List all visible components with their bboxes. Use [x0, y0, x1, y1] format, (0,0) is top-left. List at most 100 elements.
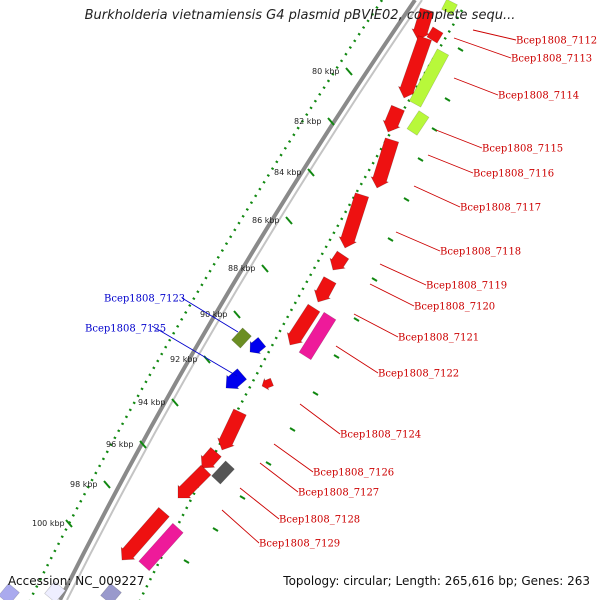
- gene-leader-line: [221, 509, 260, 544]
- gene-arrow-forward[interactable]: [329, 250, 350, 271]
- gene-block-magenta[interactable]: [298, 311, 337, 361]
- gene-arrow-small[interactable]: [261, 377, 274, 391]
- gene-leader-line: [413, 185, 461, 208]
- gene-block-green[interactable]: [406, 110, 430, 136]
- accession-label: Accession: NC_009227: [8, 574, 145, 588]
- gene-leader-line: [395, 231, 441, 252]
- gene-block-magenta[interactable]: [138, 522, 184, 572]
- gene-arrow-forward[interactable]: [382, 104, 405, 133]
- gene-leader-line: [151, 325, 238, 377]
- gene-leader-line: [435, 129, 483, 149]
- topology-summary: Topology: circular; Length: 265,616 bp; …: [283, 574, 590, 588]
- ruler-dash: [312, 391, 319, 396]
- ruler-dash: [403, 197, 410, 202]
- tick-label: 98 kbp: [70, 480, 98, 489]
- tick-label: 84 kbp: [274, 168, 302, 177]
- gene-arrow-forward[interactable]: [370, 137, 400, 189]
- gene-arrow-forward[interactable]: [411, 7, 435, 41]
- backbone-outer: [58, 0, 417, 600]
- tick-label: 96 kbp: [106, 440, 134, 449]
- gene-block-green[interactable]: [441, 0, 458, 16]
- gene-label[interactable]: Bcep1808_7115: [482, 144, 563, 155]
- gene-label[interactable]: Bcep1808_7121: [398, 333, 479, 344]
- gene-arrow-forward[interactable]: [397, 35, 432, 99]
- ruler-dash: [183, 559, 190, 564]
- gene-label[interactable]: Bcep1808_7123: [104, 294, 185, 305]
- gene-block-faint[interactable]: [44, 581, 66, 600]
- gene-label[interactable]: Bcep1808_7120: [414, 302, 495, 313]
- gene-leader-line: [299, 403, 341, 435]
- tick-label: 82 kbp: [294, 117, 322, 126]
- gene-label[interactable]: Bcep1808_7116: [473, 169, 554, 180]
- gene-label[interactable]: Bcep1808_7125: [85, 324, 166, 335]
- gene-leader-line: [379, 263, 427, 286]
- gene-block-olive[interactable]: [231, 327, 252, 349]
- gene-leader-line: [427, 154, 474, 174]
- ruler-dash: [444, 97, 451, 102]
- tick-label: 86 kbp: [252, 216, 280, 225]
- gene-arrow-blue[interactable]: [225, 368, 248, 390]
- gene-label[interactable]: Bcep1808_7126: [313, 468, 394, 479]
- gene-arrow-blue[interactable]: [249, 336, 267, 355]
- tick-label: 92 kbp: [170, 355, 198, 364]
- gene-arrow-forward[interactable]: [338, 192, 370, 249]
- map-title: Burkholderia vietnamiensis G4 plasmid pB…: [84, 8, 516, 23]
- gene-arrow-forward[interactable]: [313, 276, 337, 303]
- ruler-dash: [333, 354, 340, 359]
- gene-block-gray[interactable]: [211, 460, 235, 485]
- ruler-dash: [353, 317, 360, 322]
- ruler-dash: [289, 427, 296, 432]
- gene-label[interactable]: Bcep1808_7112: [516, 36, 597, 47]
- gene-label[interactable]: Bcep1808_7119: [426, 281, 507, 292]
- ruler-dash: [212, 527, 219, 532]
- gene-block-green[interactable]: [408, 48, 450, 108]
- ruler-dash: [265, 461, 272, 466]
- tick-mark: [65, 519, 73, 528]
- ruler-dash: [417, 157, 424, 162]
- gene-leader-line: [353, 313, 399, 338]
- gene-label[interactable]: Bcep1808_7129: [259, 539, 340, 550]
- gene-leader-line: [259, 462, 299, 493]
- gene-label[interactable]: Bcep1808_7117: [460, 203, 541, 214]
- gene-arrow-forward[interactable]: [177, 464, 212, 499]
- gene-block-faint[interactable]: [0, 583, 20, 600]
- gene-arrow-forward[interactable]: [200, 446, 222, 469]
- gene-leader-line: [453, 77, 499, 96]
- gene-leader-line: [239, 487, 280, 520]
- ruler-dash: [457, 47, 464, 52]
- tick-label: 80 kbp: [312, 67, 340, 76]
- gene-leader-line: [181, 297, 239, 333]
- tick-mark: [307, 168, 315, 177]
- gene-arrow-forward[interactable]: [120, 506, 170, 561]
- tick-label: 94 kbp: [138, 398, 166, 407]
- gene-leader-line: [472, 29, 517, 41]
- leader-line-layer: [151, 29, 517, 544]
- gene-block-faint[interactable]: [100, 583, 122, 600]
- tick-mark: [261, 264, 269, 273]
- gene-label[interactable]: Bcep1808_7118: [440, 247, 521, 258]
- label-layer: Bcep1808_7112 Bcep1808_7113 Bcep1808_7114 B…: [85, 36, 597, 550]
- gene-arrow-forward[interactable]: [217, 408, 247, 451]
- backbone-inner: [66, 0, 423, 600]
- gene-block-red[interactable]: [426, 26, 444, 44]
- gene-label[interactable]: Bcep1808_7124: [340, 430, 421, 441]
- tick-label: 88 kbp: [228, 264, 256, 273]
- inner-ruler-track: [138, 9, 464, 600]
- tick-mark: [103, 480, 111, 489]
- gene-leader-line: [369, 283, 415, 307]
- gene-label[interactable]: Bcep1808_7122: [378, 369, 459, 380]
- ruler-dash: [371, 277, 378, 282]
- gene-label[interactable]: Bcep1808_7113: [511, 54, 592, 65]
- gene-leader-line: [453, 37, 512, 59]
- tick-mark: [233, 310, 241, 319]
- tick-mark: [285, 216, 293, 225]
- gene-leader-line: [335, 345, 379, 374]
- gene-leader-line: [273, 443, 314, 473]
- gene-label[interactable]: Bcep1808_7127: [298, 488, 379, 499]
- ruler-dash: [387, 237, 394, 242]
- outer-ruler-track: [28, 0, 384, 600]
- gene-label[interactable]: Bcep1808_7128: [279, 515, 360, 526]
- gene-label[interactable]: Bcep1808_7114: [498, 91, 579, 102]
- gene-arrow-forward[interactable]: [286, 303, 321, 346]
